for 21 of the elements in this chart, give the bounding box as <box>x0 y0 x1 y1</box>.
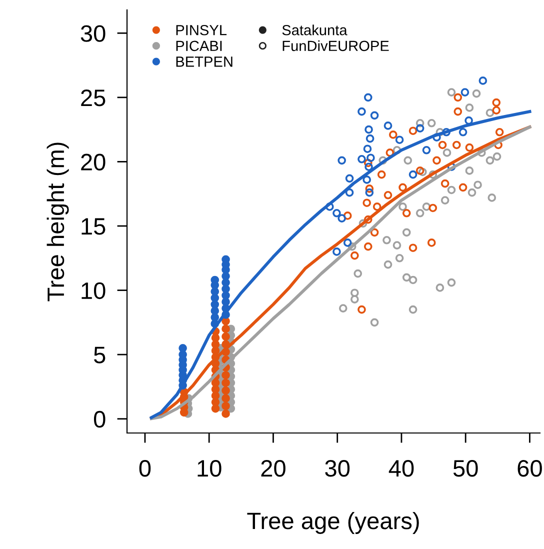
y-tick-label: 10 <box>82 282 106 300</box>
y-tick-label: 5 <box>94 346 106 364</box>
y-tick-label: 20 <box>81 154 106 170</box>
x-tick-label: 20 <box>261 460 286 477</box>
y-axis-title: Tree height (m) <box>46 142 69 302</box>
legend-label: PICABI <box>176 40 222 52</box>
annotation: Satakunta <box>282 24 348 36</box>
x-tick-label: 30 <box>325 460 350 477</box>
y-tick-label: 25 <box>81 89 106 106</box>
x-tick-label: 40 <box>388 460 414 477</box>
y-tick-label: 30 <box>80 25 106 42</box>
legend-label: BETPEN <box>176 56 232 67</box>
annotation: FunDivEUROPE <box>282 40 389 52</box>
x-tick-label: 0 <box>139 460 151 477</box>
legend-label: PINSYL <box>176 24 227 36</box>
x-tick-label: 10 <box>198 460 222 477</box>
x-tick-label: 50 <box>453 460 478 477</box>
y-tick-label: 0 <box>94 410 106 428</box>
x-tick-label: 60 <box>518 460 542 477</box>
x-axis-title: Tree age (years) <box>247 512 419 534</box>
y-tick-label: 15 <box>82 218 106 235</box>
